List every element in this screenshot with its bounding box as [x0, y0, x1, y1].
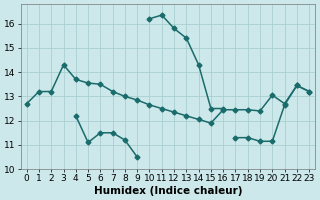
X-axis label: Humidex (Indice chaleur): Humidex (Indice chaleur) — [94, 186, 242, 196]
